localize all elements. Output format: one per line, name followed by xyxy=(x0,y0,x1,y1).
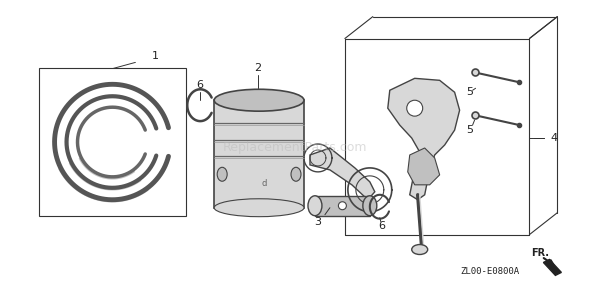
Bar xyxy=(315,196,370,216)
Ellipse shape xyxy=(363,196,377,216)
Text: 2: 2 xyxy=(254,63,261,73)
Text: 6: 6 xyxy=(378,221,385,231)
Ellipse shape xyxy=(308,196,322,216)
Ellipse shape xyxy=(412,245,428,255)
Text: ZL00-E0800A: ZL00-E0800A xyxy=(460,267,519,276)
Text: 1: 1 xyxy=(152,51,159,61)
Text: d: d xyxy=(261,179,267,188)
Polygon shape xyxy=(543,260,561,276)
Bar xyxy=(38,68,186,216)
Text: 5: 5 xyxy=(466,125,473,135)
Ellipse shape xyxy=(291,167,301,181)
Polygon shape xyxy=(310,148,375,200)
Text: FR.: FR. xyxy=(532,248,549,258)
Text: 3: 3 xyxy=(314,217,322,227)
Ellipse shape xyxy=(214,89,304,111)
Text: 6: 6 xyxy=(196,80,204,90)
Text: ReplacementParts.com: ReplacementParts.com xyxy=(223,142,367,155)
Polygon shape xyxy=(388,78,460,200)
Ellipse shape xyxy=(407,100,422,116)
Ellipse shape xyxy=(214,199,304,217)
Text: 5: 5 xyxy=(466,87,473,97)
Ellipse shape xyxy=(339,202,346,210)
Polygon shape xyxy=(408,148,440,185)
Text: 4: 4 xyxy=(551,133,558,143)
Bar xyxy=(214,100,304,208)
Ellipse shape xyxy=(217,167,227,181)
